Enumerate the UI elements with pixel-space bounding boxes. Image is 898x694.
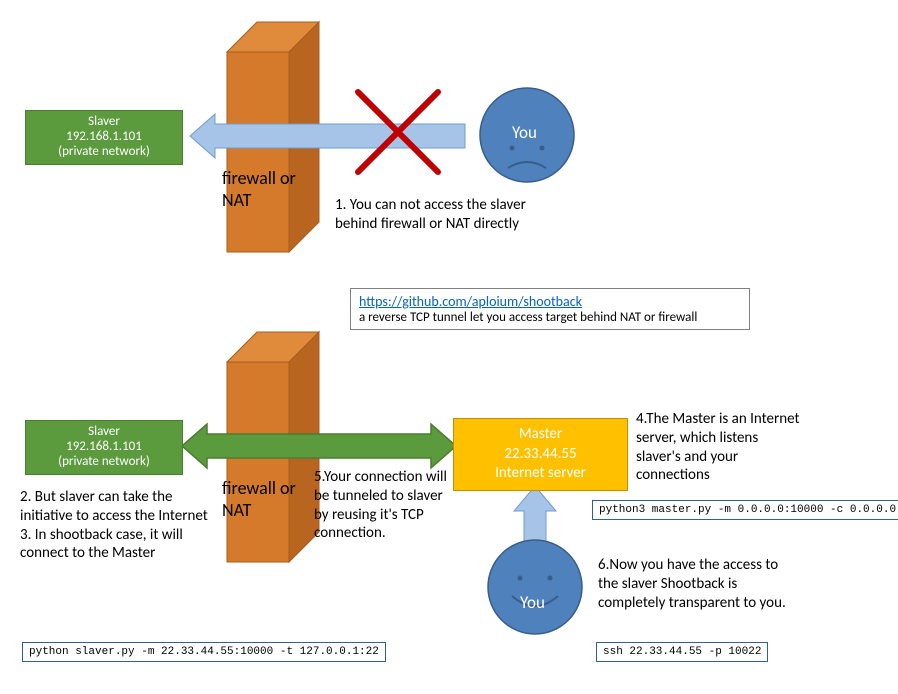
info-desc: a reverse TCP tunnel let you access targ… xyxy=(359,310,697,325)
top-slaver-line3: (private network) xyxy=(58,144,150,159)
bottom-slaver-line1: Slaver xyxy=(88,424,120,439)
bottom-slaver-line2: 192.168.1.101 xyxy=(66,439,142,454)
step5-text: 5.Your connection will be tunneled to sl… xyxy=(314,468,454,543)
step2-3-text: 2. But slaver can take the initiative to… xyxy=(20,488,210,563)
code-ssh: ssh 22.33.44.55 -p 10022 xyxy=(596,642,768,662)
top-you-label: You xyxy=(512,122,537,143)
top-firewall-label: firewall or NAT xyxy=(222,168,312,211)
master-line3: Internet server xyxy=(495,464,586,482)
bottom-firewall-label: firewall or NAT xyxy=(222,478,312,521)
info-box: https://github.com/aploium/shootback a r… xyxy=(350,288,750,330)
top-slaver-box: Slaver 192.168.1.101 (private network) xyxy=(25,110,183,165)
step1-text: 1. You can not access the slaver behind … xyxy=(335,196,545,234)
github-link[interactable]: https://github.com/aploium/shootback xyxy=(359,293,582,310)
top-slaver-line2: 192.168.1.101 xyxy=(66,129,142,144)
master-box: Master 22.33.44.55 Internet server xyxy=(453,418,628,491)
code-master: python3 master.py -m 0.0.0.0:10000 -c 0.… xyxy=(592,500,898,520)
bottom-you-label: You xyxy=(520,592,545,613)
bottom-slaver-line3: (private network) xyxy=(58,454,150,469)
master-line1: Master xyxy=(519,425,562,443)
step6-text: 6.Now you have the access to the slaver … xyxy=(598,556,788,612)
code-slaver: python slaver.py -m 22.33.44.55:10000 -t… xyxy=(22,642,386,662)
bottom-you-circle xyxy=(488,540,582,634)
master-line2: 22.33.44.55 xyxy=(504,445,576,463)
step4-text: 4.The Master is an Internet server, whic… xyxy=(636,410,806,485)
top-slaver-line1: Slaver xyxy=(88,114,120,129)
bottom-slaver-box: Slaver 192.168.1.101 (private network) xyxy=(25,420,183,475)
